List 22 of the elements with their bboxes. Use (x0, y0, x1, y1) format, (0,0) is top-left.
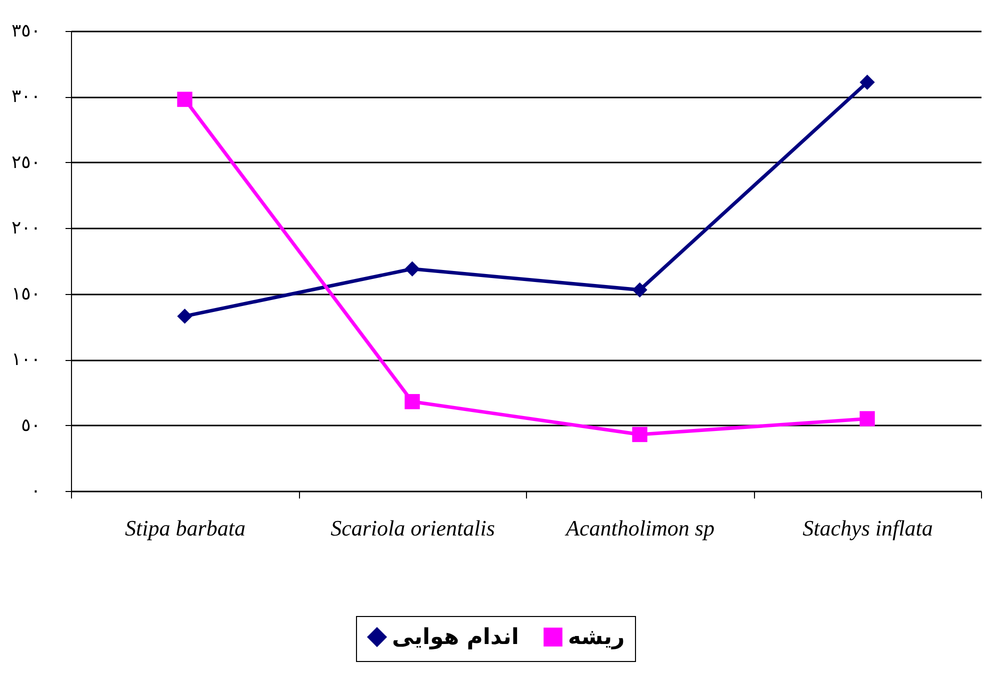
point (632, 282, 648, 298)
point (860, 411, 875, 426)
y-tick-label: ٢٠٠ (11, 218, 40, 239)
point (632, 426, 648, 442)
y-tick-label: ٢٥٠ (11, 152, 40, 173)
x-tick-label: Stipa barbata (125, 516, 246, 540)
x-tick-label: Stachys inflata (802, 516, 933, 540)
point (404, 261, 420, 276)
point (404, 394, 420, 410)
y-tick-label: ٥٠ (21, 414, 40, 436)
point (860, 74, 875, 90)
y-tick-label: ٣٥٠ (11, 20, 40, 42)
point (177, 308, 192, 324)
legend-label: ریشه (568, 625, 625, 650)
y-tick-label: ٣٠٠ (11, 86, 40, 108)
x-tick-label: Scariola orientalis (330, 516, 495, 540)
point (177, 92, 192, 107)
y-tick-label: ١٠٠ (11, 349, 40, 370)
x-tick-label: Acantholimon sp (564, 516, 714, 540)
y-tick-label: ١٥٠ (11, 283, 40, 304)
legend-label: اندام هوایی (392, 625, 519, 650)
y-tick-label: ٠ (30, 480, 40, 502)
